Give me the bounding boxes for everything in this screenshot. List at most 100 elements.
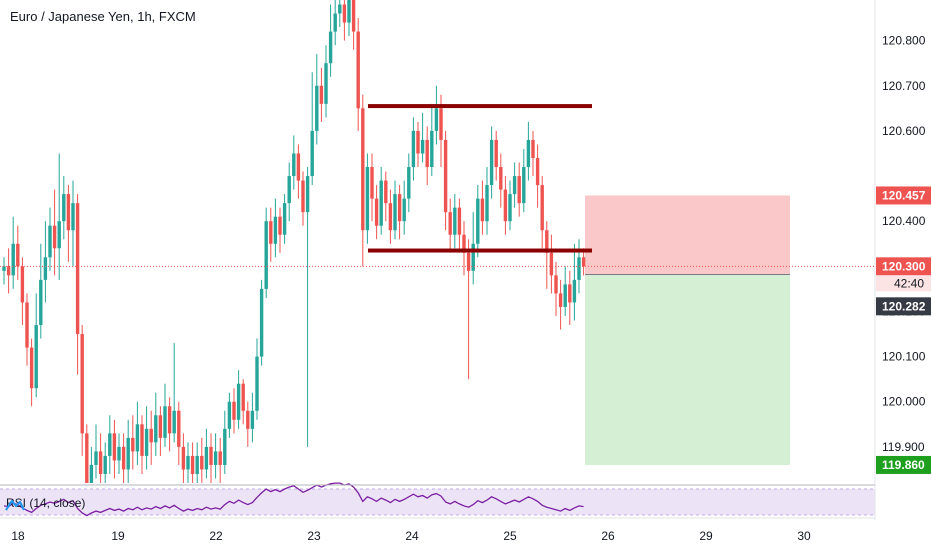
- symbol-title: Euro / Japanese Yen, 1h, FXCM: [8, 9, 198, 24]
- candle: [407, 153, 411, 213]
- stop-price-label-bg: [876, 186, 931, 205]
- candle: [227, 392, 232, 438]
- candle: [347, 0, 351, 37]
- candle: [85, 424, 89, 483]
- time-tick-label: 18: [11, 529, 25, 543]
- candle-body: [223, 428, 227, 465]
- candle: [370, 153, 374, 222]
- candle: [494, 130, 498, 181]
- candle: [351, 0, 356, 50]
- candle: [301, 171, 305, 226]
- candle-body: [20, 266, 25, 303]
- candle: [11, 216, 15, 289]
- candle: [223, 410, 227, 474]
- candle-body: [324, 63, 328, 104]
- candle-body: [489, 139, 494, 186]
- candle: [273, 198, 278, 258]
- candle-body: [48, 225, 52, 258]
- candle: [29, 338, 34, 407]
- candle: [218, 437, 222, 483]
- candle: [112, 419, 117, 479]
- candle: [384, 171, 388, 222]
- time-tick-label: 25: [503, 529, 517, 543]
- candle: [167, 397, 172, 452]
- bid-price-label: 120.282: [876, 297, 931, 316]
- candle: [430, 103, 434, 177]
- candle: [434, 85, 439, 145]
- candle: [535, 144, 540, 208]
- price-tick-label: 120.800: [882, 34, 926, 48]
- rsi-indicator-label[interactable]: RSI (14, close): [6, 496, 86, 510]
- candle: [315, 54, 319, 145]
- candle: [108, 415, 112, 474]
- candle: [62, 176, 66, 240]
- candle: [503, 176, 508, 235]
- candle-body: [264, 221, 268, 289]
- candle: [356, 18, 360, 131]
- candle-body: [554, 275, 558, 294]
- candle: [411, 117, 416, 181]
- time-tick-label: 26: [601, 529, 615, 543]
- candle-body: [25, 302, 29, 348]
- candle-body: [508, 194, 512, 222]
- candle: [80, 325, 84, 456]
- candle: [154, 392, 158, 456]
- candle-body: [43, 257, 48, 280]
- candle-body: [204, 446, 209, 470]
- candle: [448, 198, 452, 253]
- candle: [121, 433, 126, 483]
- candle-body: [448, 212, 452, 235]
- bid-price-label-text: 120.282: [882, 299, 926, 313]
- candle-body: [52, 225, 57, 249]
- candle-body: [540, 185, 544, 231]
- candle-body: [236, 383, 241, 420]
- candle-body: [545, 230, 549, 253]
- candle-body: [29, 347, 34, 389]
- time-tick-label: 30: [797, 529, 811, 543]
- candle: [163, 383, 167, 447]
- candle-body: [310, 130, 314, 177]
- candle: [94, 424, 98, 479]
- stop-loss-zone: [585, 195, 790, 275]
- candle-body: [131, 437, 135, 452]
- candle-body: [494, 139, 498, 168]
- candle-body: [416, 130, 420, 154]
- candle-body: [328, 31, 333, 64]
- current-price-label-bg: [876, 257, 931, 276]
- price-tick-label: 120.600: [882, 124, 926, 138]
- candle-body: [338, 4, 342, 14]
- candle-body: [563, 284, 567, 307]
- candle: [476, 185, 480, 258]
- candle-body: [453, 207, 457, 235]
- candle: [135, 401, 140, 465]
- candle: [522, 148, 526, 213]
- candle-body: [549, 252, 554, 276]
- candle-body: [388, 203, 393, 231]
- time-tick-label: 22: [209, 529, 223, 543]
- candle: [374, 185, 379, 240]
- price-tick-label: 119.900: [882, 440, 925, 454]
- candle: [269, 207, 273, 262]
- candle-body: [2, 266, 6, 271]
- candle-body: [342, 4, 347, 23]
- candle-body: [186, 455, 190, 470]
- stop-price-label: 120.457: [876, 186, 931, 205]
- candle: [545, 221, 549, 289]
- candle-body: [108, 433, 112, 456]
- take-profit-zone: [585, 274, 790, 465]
- candle: [117, 433, 121, 474]
- candle: [388, 189, 393, 244]
- candle: [131, 415, 135, 470]
- time-tick-label: 24: [405, 529, 419, 543]
- candle: [66, 185, 71, 262]
- candle: [563, 266, 567, 316]
- candle-body: [420, 139, 425, 154]
- candle: [209, 433, 213, 483]
- candle: [246, 401, 250, 447]
- candle-body: [517, 176, 521, 204]
- time-tick-label: 23: [307, 529, 321, 543]
- candle-body: [167, 406, 172, 434]
- candle: [361, 94, 365, 267]
